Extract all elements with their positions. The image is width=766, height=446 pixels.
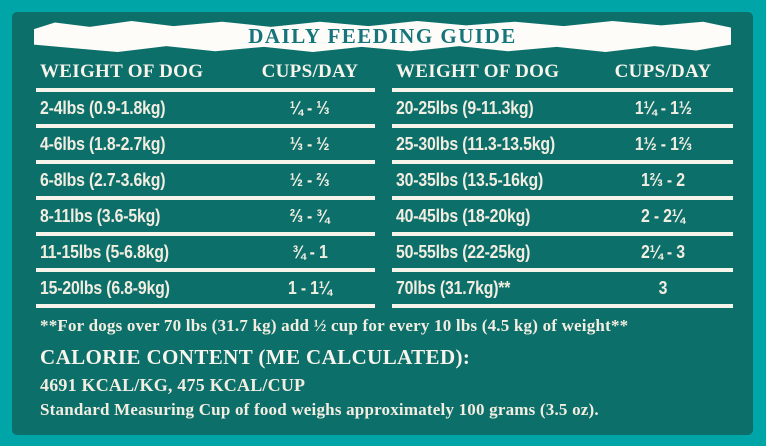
weight-value: 15-20lbs (6.8-9kg) [40, 277, 170, 298]
over-70lbs-footnote: **For dogs over 70 lbs (31.7 kg) add ½ c… [40, 316, 629, 335]
table-row: 20-25lbs (9-11.3kg) 1¼ - 1½ [392, 92, 733, 128]
table-row: 70lbs (31.7kg)** 3 [392, 272, 733, 308]
cups-value: 2 - 2¼ [641, 205, 685, 226]
weight-value: 8-11lbs (3.6-5kg) [40, 205, 161, 226]
weight-value: 11-15lbs (5-6.8kg) [40, 241, 169, 262]
table-row: 15-20lbs (6.8-9kg) 1 - 1¼ [36, 272, 375, 308]
measuring-cup-note: Standard Measuring Cup of food weighs ap… [40, 400, 599, 419]
cups-value: 1 - 1¼ [288, 277, 332, 298]
weight-value: 20-25lbs (9-11.3kg) [396, 97, 534, 118]
weight-value: 2-4lbs (0.9-1.8kg) [40, 97, 166, 118]
table-row: 50-55lbs (22-25kg) 2¼ - 3 [392, 236, 733, 272]
table-row: 4-6lbs (1.8-2.7kg) ⅓ - ½ [36, 128, 375, 164]
weight-value: 25-30lbs (11.3-13.5kg) [396, 133, 556, 154]
column-header-cups: CUPS/DAY [261, 61, 359, 82]
table-row: 6-8lbs (2.7-3.6kg) ½ - ⅔ [36, 164, 375, 200]
cups-value: 3 [658, 277, 668, 298]
cups-value: ¼ - ⅓ [290, 97, 330, 118]
cups-value: 2¼ - 3 [641, 241, 685, 262]
column-header-cups: CUPS/DAY [614, 61, 712, 82]
cups-value: ½ - ⅔ [290, 169, 330, 190]
table-row: 8-11lbs (3.6-5kg) ⅔ - ¾ [36, 200, 375, 236]
calorie-values: 4691 KCAL/KG, 475 KCAL/CUP [40, 375, 306, 395]
table-row: 40-45lbs (18-20kg) 2 - 2¼ [392, 200, 733, 236]
table-row: 2-4lbs (0.9-1.8kg) ¼ - ⅓ [36, 92, 375, 128]
page-title: DAILY FEEDING GUIDE [248, 24, 517, 48]
weight-value: 30-35lbs (13.5-16kg) [396, 169, 544, 190]
feeding-table-left: WEIGHT OF DOG CUPS/DAY 2-4lbs (0.9-1.8kg… [36, 56, 375, 308]
weight-value: 40-45lbs (18-20kg) [396, 205, 531, 226]
cups-value: 1⅔ - 2 [641, 169, 685, 190]
column-header-weight: WEIGHT OF DOG [40, 61, 204, 82]
weight-value: 6-8lbs (2.7-3.6kg) [40, 169, 166, 190]
cups-value: 1¼ - 1½ [634, 97, 692, 118]
table-row: 25-30lbs (11.3-13.5kg) 1½ - 1⅔ [392, 128, 733, 164]
weight-value: 70lbs (31.7kg)** [396, 277, 511, 298]
weight-value: 4-6lbs (1.8-2.7kg) [40, 133, 166, 154]
weight-value: 50-55lbs (22-25kg) [396, 241, 531, 262]
title-banner: DAILY FEEDING GUIDE [34, 20, 731, 53]
cups-value: ⅓ - ½ [290, 133, 330, 154]
inner-panel [12, 12, 753, 435]
cups-value: ⅔ - ¾ [290, 205, 330, 226]
cups-value: 1½ - 1⅔ [634, 133, 692, 154]
table-row: 30-35lbs (13.5-16kg) 1⅔ - 2 [392, 164, 733, 200]
column-header-weight: WEIGHT OF DOG [396, 61, 560, 82]
calorie-content-heading: CALORIE CONTENT (ME CALCULATED): [40, 345, 471, 369]
table-header-row: WEIGHT OF DOG CUPS/DAY [392, 56, 733, 92]
table-header-row: WEIGHT OF DOG CUPS/DAY [36, 56, 375, 92]
cups-value: ¾ - 1 [292, 241, 328, 262]
feeding-table-right: WEIGHT OF DOG CUPS/DAY 20-25lbs (9-11.3k… [392, 56, 733, 308]
table-row: 11-15lbs (5-6.8kg) ¾ - 1 [36, 236, 375, 272]
